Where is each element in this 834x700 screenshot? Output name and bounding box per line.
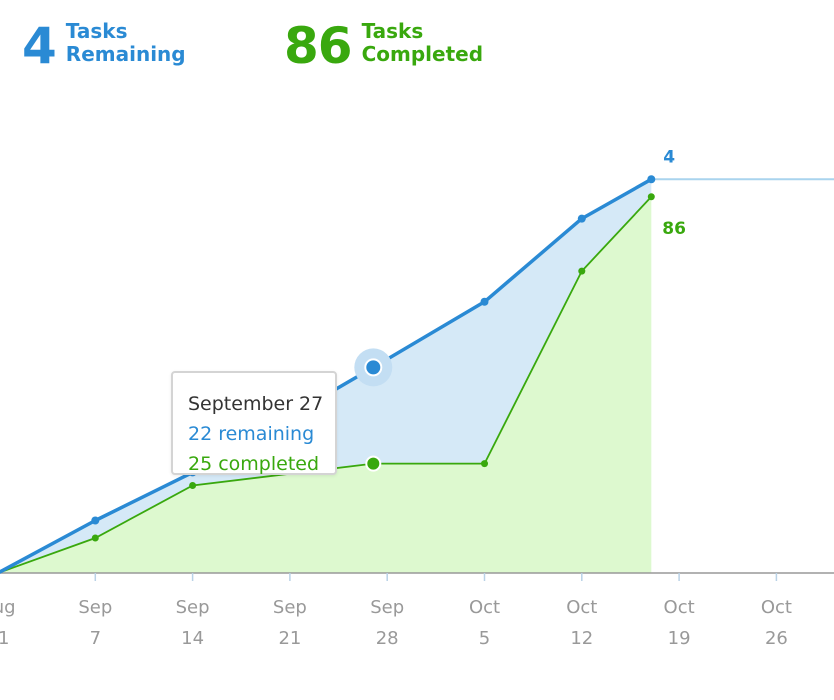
remaining-label-line2: Remaining	[65, 42, 186, 66]
completed-area	[0, 196, 652, 573]
x-tick-month: Oct	[566, 597, 597, 618]
remaining-point	[364, 358, 383, 377]
x-tick-day: 31	[0, 628, 9, 649]
remaining-count: 4	[22, 17, 57, 75]
completed-end-label: 86	[662, 219, 686, 239]
completed-point	[91, 534, 99, 542]
completed-point	[647, 193, 655, 201]
completed-label-line2: Completed	[361, 42, 484, 66]
remaining-point	[577, 214, 586, 223]
x-tick-day: 5	[479, 628, 490, 649]
completed-label: Tasks Completed	[362, 20, 483, 66]
x-tick-day: 21	[278, 628, 301, 649]
remaining-end-label: 4	[663, 147, 675, 167]
x-tick-day: 26	[765, 628, 788, 649]
remaining-point	[647, 175, 656, 184]
completed-point	[189, 482, 197, 489]
x-tick-month: Oct	[761, 597, 792, 618]
remaining-label: Tasks Remaining	[66, 20, 186, 66]
x-tick-day: 7	[90, 628, 101, 649]
x-tick-month: Oct	[664, 597, 695, 618]
remaining-point	[91, 516, 100, 525]
x-tick-day: 19	[668, 628, 691, 649]
x-tick-month: Sep	[273, 597, 307, 618]
chart-tooltip: September 27 22 remaining 25 completed	[171, 371, 337, 475]
x-tick-month: Aug	[0, 597, 16, 618]
x-tick-day: 12	[570, 628, 593, 649]
remaining-area	[0, 179, 652, 573]
remaining-label-line1: Tasks	[65, 19, 128, 43]
completed-point	[578, 267, 586, 275]
tooltip-completed: 25 completed	[188, 453, 320, 475]
x-tick-month: Sep	[370, 597, 404, 618]
tooltip-date: September 27	[188, 393, 324, 415]
completed-label-line1: Tasks	[361, 19, 424, 43]
x-tick-month: Sep	[78, 597, 112, 618]
remaining-point	[480, 297, 489, 306]
completed-point	[481, 460, 488, 468]
tooltip-remaining: 22 remaining	[188, 423, 315, 445]
completed-point	[365, 455, 382, 472]
x-tick-month: Oct	[469, 597, 500, 618]
completed-stat: 86 Tasks Completed	[284, 18, 483, 74]
x-tick-month: Sep	[176, 597, 210, 618]
x-tick-day: 14	[181, 628, 204, 649]
completed-count: 86	[284, 17, 353, 75]
x-tick-day: 28	[376, 628, 399, 649]
remaining-stat: 4 Tasks Remaining	[22, 18, 186, 74]
